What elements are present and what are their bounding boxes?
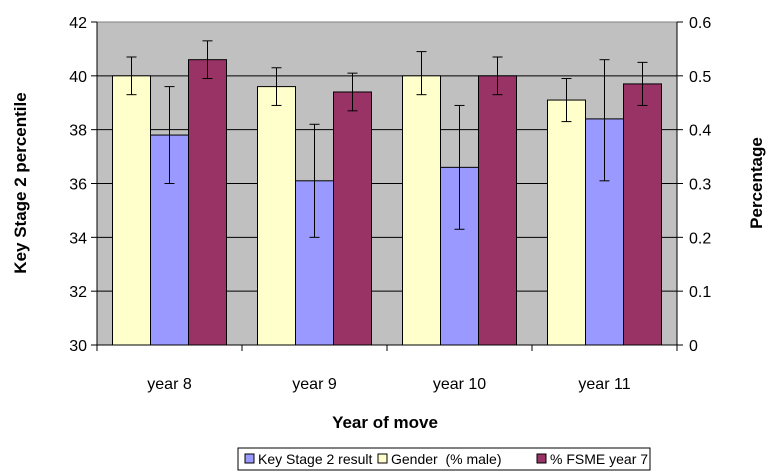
y-right-tick-label: 0.2	[689, 230, 711, 247]
legend-label-fsme: % FSME year 7	[550, 451, 648, 467]
legend-swatch-gender	[377, 453, 388, 464]
y-left-tick-label: 40	[69, 69, 87, 86]
tick-labels: 30 32 34 36 38 40 42 0 0.1 0.2 0.3 0.4 0.5 0.6 year 8 y…	[69, 15, 711, 393]
y-right-tick-label: 0.1	[689, 284, 711, 301]
bar-1-1	[257, 86, 296, 346]
bar-1-3	[547, 99, 586, 346]
bar-1-0	[112, 75, 151, 346]
x-tick-label: year 10	[433, 376, 486, 393]
x-tick-label: year 11	[578, 376, 630, 393]
bars	[112, 59, 662, 346]
bar-1-2	[402, 75, 441, 346]
y-axis-right-title: Percentage	[747, 137, 766, 229]
x-tick-label: year 9	[292, 376, 337, 393]
y-left-tick-label: 30	[69, 338, 87, 355]
y-right-tick-label: 0	[689, 338, 698, 355]
y-left-tick-label: 36	[69, 177, 87, 194]
y-left-tick-label: 34	[69, 230, 87, 247]
legend-swatch-fsme	[536, 453, 547, 464]
y-right-tick-label: 0.3	[689, 177, 711, 194]
y-left-tick-label: 32	[69, 284, 87, 301]
y-right-tick-label: 0.6	[689, 15, 711, 32]
bar-2-1	[333, 91, 372, 346]
legend-frame	[237, 447, 651, 471]
y-left-tick-label: 38	[69, 123, 87, 140]
axes	[91, 21, 683, 351]
x-tick-label: year 8	[147, 376, 192, 393]
y-axis-left-title: Key Stage 2 percentile	[11, 92, 30, 273]
error-bars	[126, 40, 648, 238]
legend: Key Stage 2 result Gender (% male) % FSM…	[237, 447, 651, 471]
legend-label-key-stage-2: Key Stage 2 result	[258, 451, 373, 467]
y-right-tick-label: 0.4	[689, 123, 711, 140]
x-axis-title: Year of move	[332, 413, 438, 432]
y-left-tick-label: 42	[69, 15, 87, 32]
bar-2-3	[623, 83, 662, 346]
legend-swatch-key-stage-2	[244, 453, 255, 464]
y-right-tick-label: 0.5	[689, 69, 711, 86]
bar-2-2	[478, 75, 517, 346]
bar-2-0	[188, 59, 227, 346]
legend-label-gender: Gender (% male)	[391, 451, 501, 467]
